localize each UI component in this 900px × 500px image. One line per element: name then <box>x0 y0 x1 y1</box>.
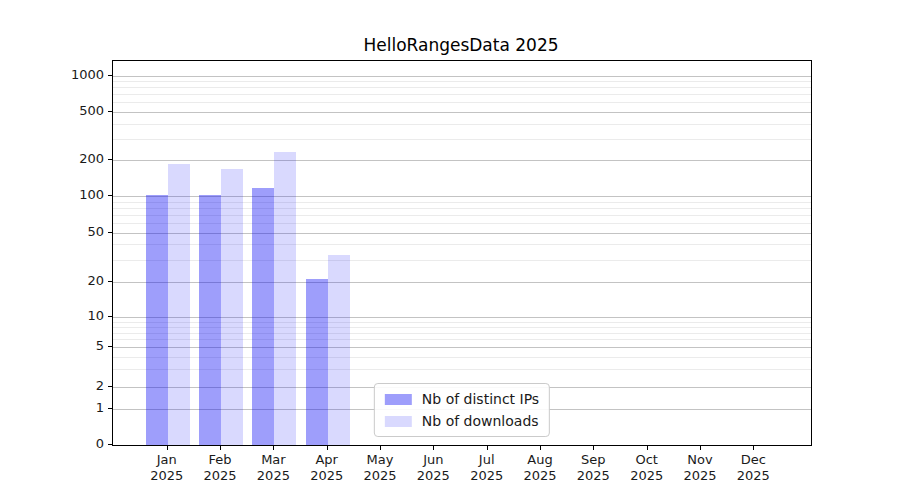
y-tick-label: 1 <box>28 400 104 416</box>
legend-label-downloads: Nb of downloads <box>422 413 539 429</box>
x-tick-label: Nov2025 <box>670 452 730 484</box>
x-tick-label: Feb2025 <box>190 452 250 484</box>
x-tick-mark <box>220 446 221 450</box>
x-tick-mark <box>487 446 488 450</box>
y-tick-mark <box>108 386 112 387</box>
legend-label-distinct-ips: Nb of distinct IPs <box>422 391 539 407</box>
x-tick-month: Oct <box>617 452 677 468</box>
bar-distinct-ips-feb <box>199 195 221 445</box>
y-tick-mark <box>108 111 112 112</box>
y-tick-mark <box>108 195 112 196</box>
y-tick-mark <box>108 75 112 76</box>
y-tick-mark <box>108 281 112 282</box>
y-tick-label: 1000 <box>28 67 104 83</box>
gridline-minor <box>113 139 811 140</box>
bar-downloads-feb <box>221 169 243 445</box>
y-tick-label: 200 <box>28 151 104 167</box>
x-tick-year: 2025 <box>723 468 783 484</box>
gridline-minor <box>113 124 811 125</box>
legend-swatch-distinct-ips <box>385 394 412 405</box>
x-tick-label: Aug2025 <box>510 452 570 484</box>
y-tick-mark <box>108 346 112 347</box>
x-tick-month: Sep <box>563 452 623 468</box>
x-tick-label: Sep2025 <box>563 452 623 484</box>
gridline-major <box>113 160 811 161</box>
gridline-minor <box>113 94 811 95</box>
x-tick-month: Jun <box>403 452 463 468</box>
x-tick-month: Nov <box>670 452 730 468</box>
bar-distinct-ips-apr <box>306 279 328 445</box>
y-tick-label: 500 <box>28 103 104 119</box>
gridline-minor <box>113 102 811 103</box>
x-tick-year: 2025 <box>457 468 517 484</box>
x-tick-mark <box>753 446 754 450</box>
bar-downloads-apr <box>328 255 350 445</box>
x-tick-year: 2025 <box>137 468 197 484</box>
x-tick-label: Oct2025 <box>617 452 677 484</box>
chart-figure: HelloRangesData 2025 Nb of distinct IPs … <box>0 0 900 500</box>
x-tick-mark <box>433 446 434 450</box>
y-tick-mark <box>108 316 112 317</box>
y-tick-label: 10 <box>28 308 104 324</box>
x-tick-label: Dec2025 <box>723 452 783 484</box>
gridline-minor <box>113 87 811 88</box>
y-tick-label: 5 <box>28 338 104 354</box>
x-tick-month: Dec <box>723 452 783 468</box>
gridline-major <box>113 76 811 77</box>
bar-distinct-ips-jan <box>146 195 168 445</box>
bar-distinct-ips-mar <box>252 188 274 445</box>
x-tick-year: 2025 <box>563 468 623 484</box>
x-tick-year: 2025 <box>670 468 730 484</box>
x-tick-mark <box>327 446 328 450</box>
y-tick-mark <box>108 232 112 233</box>
x-tick-label: Apr2025 <box>297 452 357 484</box>
legend-swatch-downloads <box>385 416 412 427</box>
x-tick-year: 2025 <box>617 468 677 484</box>
x-tick-month: Jul <box>457 452 517 468</box>
x-tick-month: Apr <box>297 452 357 468</box>
x-tick-mark <box>273 446 274 450</box>
x-tick-month: Feb <box>190 452 250 468</box>
x-tick-year: 2025 <box>350 468 410 484</box>
x-tick-mark <box>593 446 594 450</box>
x-tick-year: 2025 <box>297 468 357 484</box>
x-tick-mark <box>700 446 701 450</box>
x-tick-label: Jun2025 <box>403 452 463 484</box>
x-tick-label: Jan2025 <box>137 452 197 484</box>
y-tick-mark <box>108 444 112 445</box>
x-tick-mark <box>167 446 168 450</box>
x-tick-year: 2025 <box>510 468 570 484</box>
bar-downloads-jan <box>168 164 190 445</box>
y-tick-label: 0 <box>28 436 104 452</box>
x-tick-label: Jul2025 <box>457 452 517 484</box>
x-tick-mark <box>540 446 541 450</box>
legend: Nb of distinct IPs Nb of downloads <box>374 383 550 437</box>
bar-downloads-mar <box>274 152 296 445</box>
legend-item-downloads: Nb of downloads <box>385 413 539 429</box>
x-tick-label: May2025 <box>350 452 410 484</box>
chart-title: HelloRangesData 2025 <box>112 35 810 55</box>
x-tick-month: Mar <box>243 452 303 468</box>
x-tick-year: 2025 <box>403 468 463 484</box>
y-tick-label: 2 <box>28 378 104 394</box>
y-tick-label: 50 <box>28 224 104 240</box>
x-tick-mark <box>647 446 648 450</box>
legend-item-distinct-ips: Nb of distinct IPs <box>385 391 539 407</box>
y-tick-mark <box>108 408 112 409</box>
x-tick-year: 2025 <box>243 468 303 484</box>
y-tick-mark <box>108 159 112 160</box>
x-tick-label: Mar2025 <box>243 452 303 484</box>
x-tick-month: Jan <box>137 452 197 468</box>
gridline-major <box>113 112 811 113</box>
x-tick-month: May <box>350 452 410 468</box>
y-tick-label: 100 <box>28 187 104 203</box>
x-tick-mark <box>380 446 381 450</box>
gridline-minor <box>113 81 811 82</box>
y-tick-label: 20 <box>28 273 104 289</box>
x-tick-month: Aug <box>510 452 570 468</box>
x-tick-year: 2025 <box>190 468 250 484</box>
plot-area: Nb of distinct IPs Nb of downloads <box>112 60 812 446</box>
